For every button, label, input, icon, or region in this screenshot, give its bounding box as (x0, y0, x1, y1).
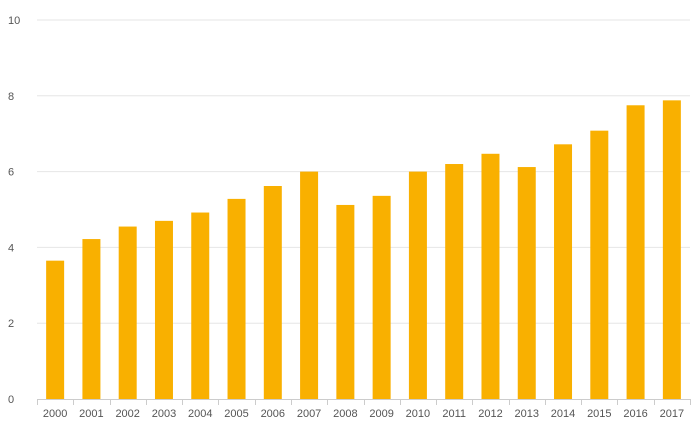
bar (372, 195, 391, 399)
bar (662, 100, 681, 400)
bar (554, 144, 573, 399)
y-tick-label: 0 (8, 394, 14, 406)
x-tick-label: 2012 (478, 408, 502, 420)
bar (118, 226, 137, 399)
x-tick-label: 2017 (660, 408, 684, 420)
x-axis-tick-labels: 2000 2001 2002 2003 2004 2005 2006 2007 2008 2009… (43, 408, 684, 420)
y-tick-label: 6 (8, 167, 14, 179)
bar (408, 171, 427, 399)
bar (445, 164, 464, 399)
x-tick-label: 2016 (623, 408, 647, 420)
x-tick-label: 2011 (442, 408, 466, 420)
bar (626, 105, 645, 400)
bars (46, 100, 681, 400)
x-tick-label: 2000 (43, 408, 67, 420)
bar (336, 204, 355, 399)
x-tick-label: 2008 (333, 408, 357, 420)
x-tick-label: 2001 (79, 408, 103, 420)
x-tick-label: 2014 (551, 408, 575, 420)
x-tick-label: 2006 (261, 408, 285, 420)
bar (300, 171, 319, 399)
y-tick-label: 4 (8, 242, 14, 254)
x-tick-label: 2007 (297, 408, 321, 420)
bar (154, 220, 173, 399)
bar (191, 212, 210, 399)
x-tick-label: 2015 (587, 408, 611, 420)
y-tick-label: 10 (8, 15, 20, 27)
bar (481, 153, 500, 399)
x-tick-label: 2005 (224, 408, 248, 420)
x-tick-label: 2009 (369, 408, 393, 420)
x-tick-label: 2013 (515, 408, 539, 420)
y-tick-label: 2 (8, 318, 14, 330)
bar (263, 186, 282, 399)
bar (46, 260, 65, 399)
bar (82, 239, 101, 399)
bar (590, 130, 609, 399)
bar (227, 198, 246, 399)
x-tick-label: 2003 (152, 408, 176, 420)
x-tick-label: 2010 (406, 408, 430, 420)
bar (517, 167, 536, 399)
x-axis (37, 399, 691, 405)
y-axis-tick-labels: 0 2 4 6 8 10 (8, 15, 20, 406)
gridlines (37, 19, 690, 324)
y-tick-label: 8 (8, 91, 14, 103)
x-tick-label: 2004 (188, 408, 212, 420)
x-tick-label: 2002 (115, 408, 139, 420)
